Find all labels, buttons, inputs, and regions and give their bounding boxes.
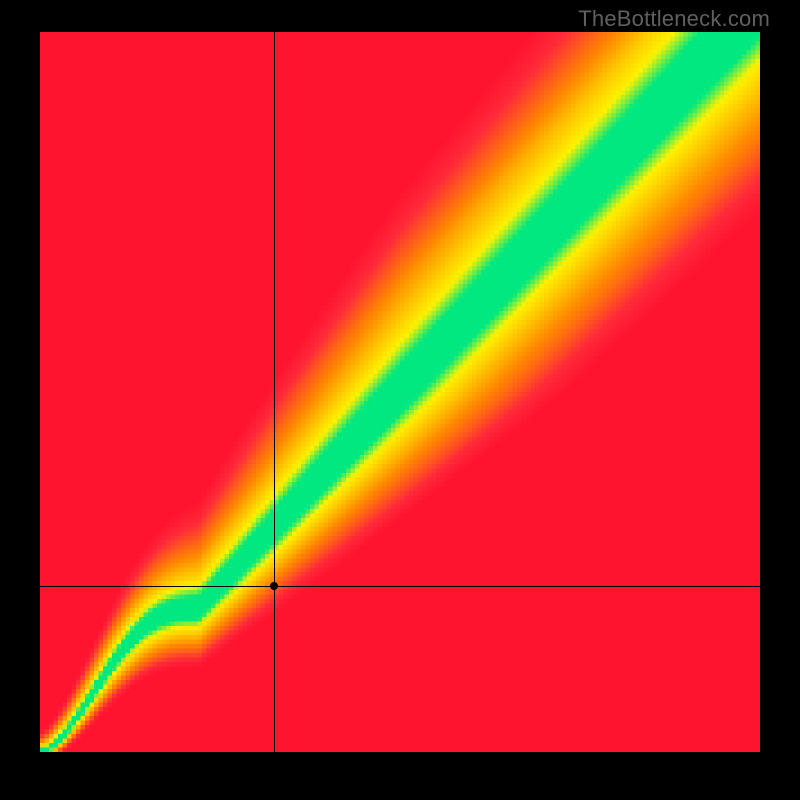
crosshair-horizontal <box>40 586 760 587</box>
heatmap-plot <box>40 32 760 752</box>
crosshair-marker <box>270 582 278 590</box>
heatmap-canvas <box>40 32 760 752</box>
watermark-text: TheBottleneck.com <box>578 6 770 32</box>
crosshair-vertical <box>274 32 275 752</box>
